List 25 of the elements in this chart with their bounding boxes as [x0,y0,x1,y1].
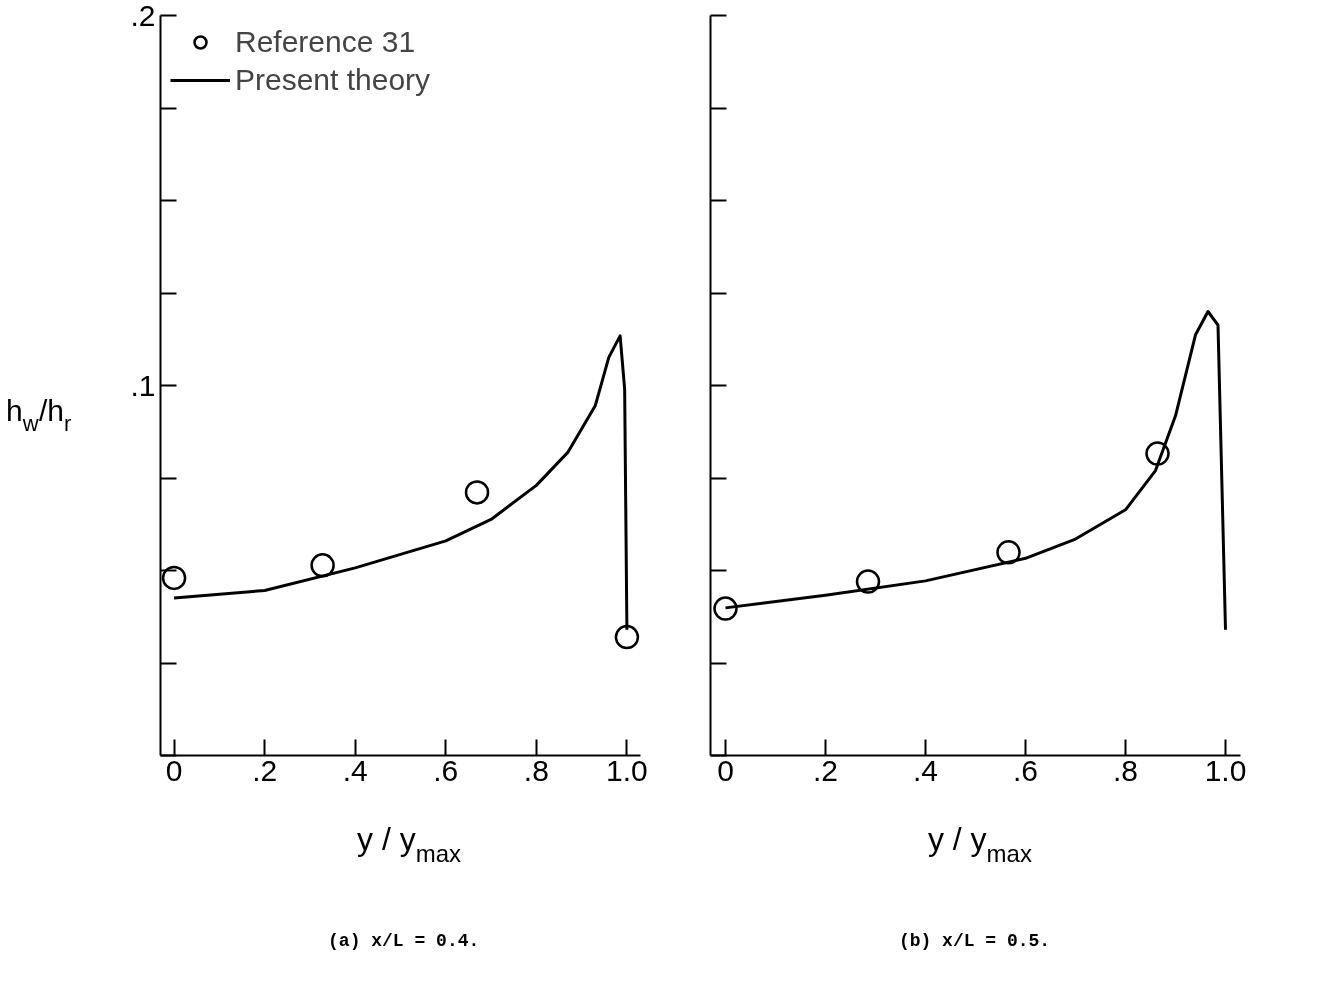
point [713,596,738,621]
point [310,553,335,578]
x-tick-label: .6 [1012,753,1039,787]
point [1145,441,1170,466]
x-tick-label: .2 [252,753,278,787]
x-tick-label: .4 [912,753,939,787]
point [855,569,881,594]
point [464,480,490,505]
point [161,565,187,591]
x-tick-label: .8 [1112,753,1139,787]
x-tick-label: .4 [342,753,368,787]
x-tick-label: 1.0 [1204,753,1247,787]
text: (a) x/L = 0.4. [328,930,480,951]
y-tick-label: .1 [130,368,156,402]
point [996,540,1021,565]
x-tick-label: .2 [812,753,839,787]
point [614,624,640,650]
text: (b) x/L = 0.5. [898,930,1051,951]
legend-label: Reference 31 [235,25,416,59]
x-tick-label: 0 [165,753,183,787]
x-tick-label: 0 [717,753,734,787]
x-tick-label: .8 [523,753,549,787]
legend-label: Present theory [235,63,431,97]
x-tick-label: .6 [433,753,459,787]
x-tick-label: 1.0 [606,753,648,787]
